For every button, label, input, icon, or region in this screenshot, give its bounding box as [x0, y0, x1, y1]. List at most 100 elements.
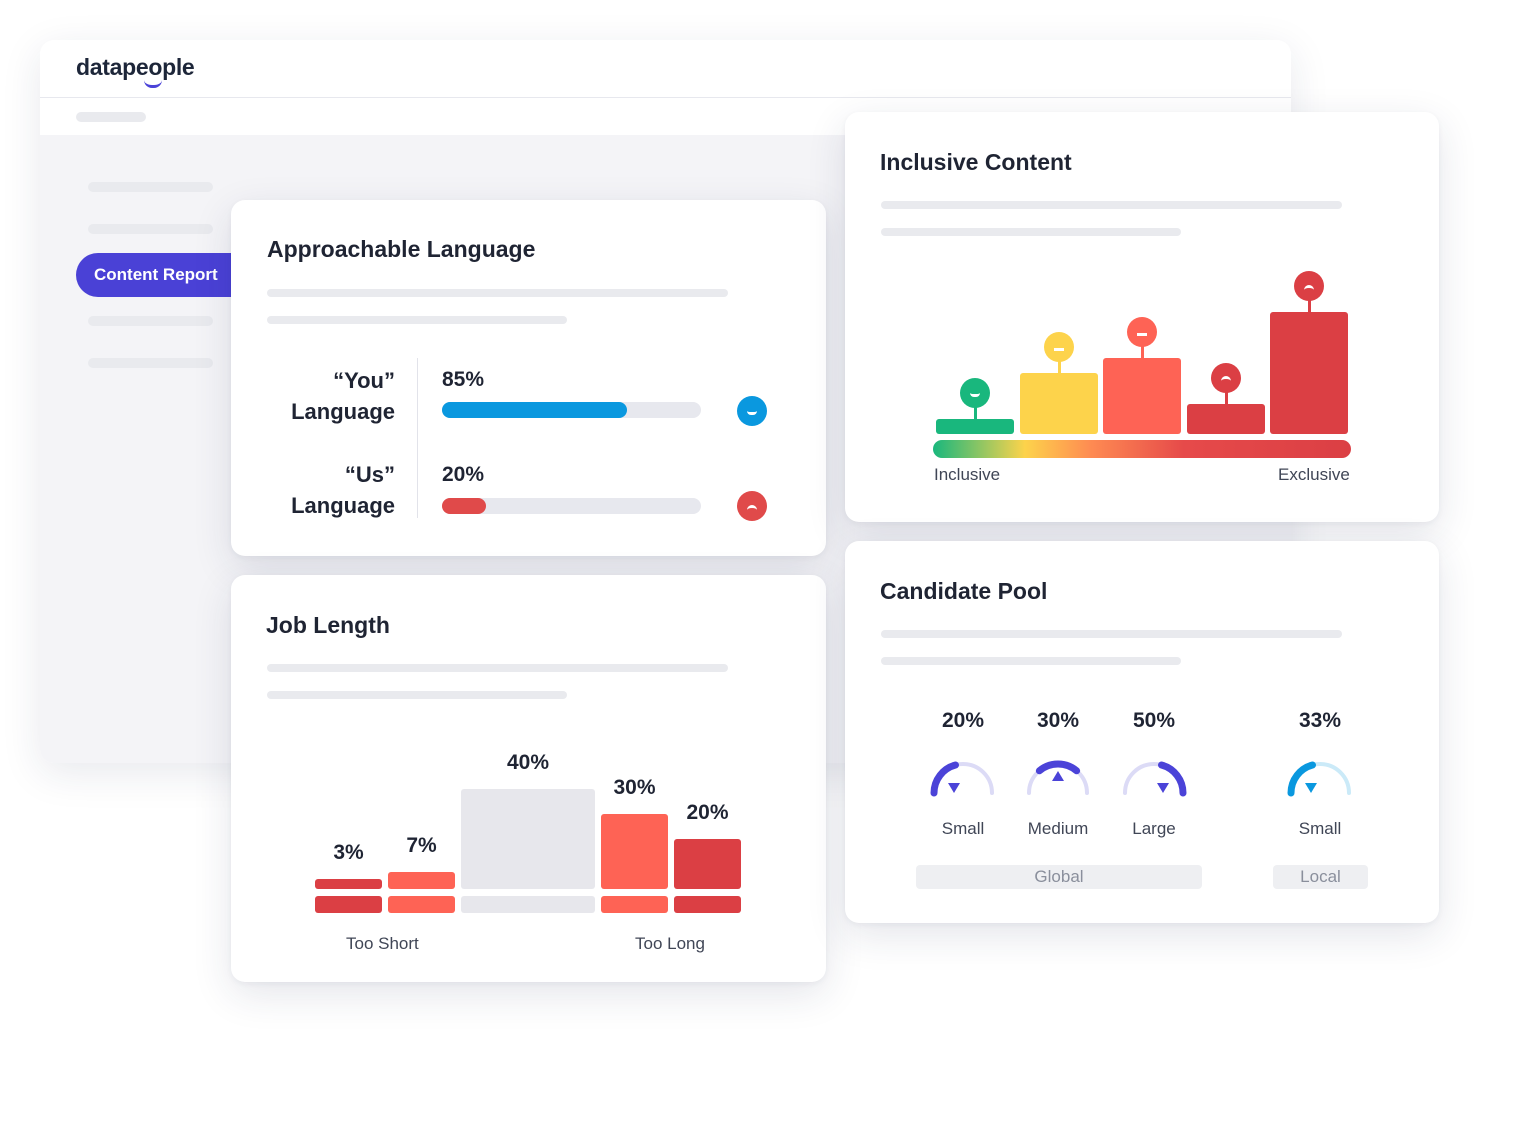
bar: [1103, 358, 1181, 434]
gauge-percent: 30%: [1036, 709, 1080, 732]
label-line: “You”: [333, 368, 395, 393]
text-placeholder: [881, 657, 1181, 665]
bar-data-label: 30%: [613, 776, 656, 799]
bar: [388, 871, 455, 889]
gauge-pointer: [948, 783, 960, 793]
inclusive-chart: [845, 112, 1439, 522]
approachable-language-card: Approachable Language “You” Language 85%…: [231, 200, 826, 556]
card-title: Job Length: [266, 612, 390, 638]
bar-data-label: 20%: [686, 801, 729, 824]
gauge-percent: 50%: [1132, 709, 1176, 732]
job-length-card: Job Length 3% 7% 40% 30% 20% Too Short Too L…: [231, 575, 826, 982]
bar-stem: [1057, 361, 1061, 374]
happy-face-icon: [737, 396, 767, 426]
candidate-pool-card: Candidate Pool 20% 30% 50% 33% Small Med…: [845, 541, 1439, 923]
text-placeholder: [267, 664, 728, 672]
text-placeholder: [881, 201, 1342, 209]
bar-stem: [1307, 300, 1311, 313]
sad-face-icon: [1294, 271, 1324, 302]
bar-data-label: 3%: [333, 841, 364, 864]
gauge-label: Medium: [1027, 819, 1089, 838]
axis-label-too-short: Too Short: [346, 934, 419, 953]
logo-smile-icon: [144, 80, 162, 88]
gauge-pointer: [1157, 783, 1169, 793]
text-placeholder: [267, 691, 567, 699]
bar: [674, 839, 741, 889]
group-chip-local: Local: [1273, 865, 1368, 889]
bar-base: [461, 896, 595, 913]
label-line: Language: [291, 493, 395, 518]
you-language-percent: 85%: [442, 368, 485, 391]
gauge-fill: [1158, 761, 1187, 797]
neutral-face-icon: [1044, 332, 1074, 363]
text-placeholder: [881, 630, 1342, 638]
bar-data-label: 7%: [406, 833, 437, 857]
gauge-fill: [1287, 761, 1316, 797]
bar-data-label: 40%: [506, 751, 550, 774]
nav-item-placeholder[interactable]: [88, 316, 213, 326]
group-chip-global: Global: [916, 865, 1202, 889]
bar: [315, 879, 382, 889]
bar-base: [601, 896, 668, 913]
axis-label-exclusive: Exclusive: [1278, 465, 1350, 484]
text-placeholder: [267, 289, 728, 297]
logo: datapeople: [76, 54, 195, 80]
face-mouth: [1136, 332, 1148, 336]
gauge-small-global-icon: [930, 761, 994, 797]
sad-face-icon: [737, 491, 767, 521]
face-mouth: [746, 504, 758, 510]
you-language-fill: [442, 402, 627, 418]
bar: [1187, 403, 1265, 434]
inclusive-content-card: Inclusive Content Inclusive Exclusive: [845, 112, 1439, 522]
face-mouth: [1053, 347, 1065, 351]
gauge-label: Small: [941, 819, 985, 838]
nav-item-placeholder[interactable]: [88, 182, 213, 192]
nav-item-placeholder[interactable]: [88, 358, 213, 368]
card-title: Inclusive Content: [880, 149, 1072, 175]
gauge-fill: [1035, 760, 1081, 775]
breadcrumb-placeholder: [76, 112, 146, 122]
gauge-medium-global-icon: [1027, 760, 1089, 795]
text-placeholder: [881, 228, 1181, 236]
job-length-chart: 3% 7% 40% 30% 20%: [231, 575, 826, 982]
face-mouth: [969, 393, 981, 397]
you-language-track: [442, 402, 701, 418]
face-mouth: [746, 411, 758, 416]
bar: [1020, 373, 1098, 434]
us-language-track: [442, 498, 701, 514]
neutral-face-icon: [1127, 317, 1157, 347]
card-title: Approachable Language: [267, 236, 536, 262]
gauge-pointer: [1305, 783, 1317, 793]
gauge-percent: 20%: [941, 709, 985, 732]
gauge-pointer: [1052, 771, 1064, 781]
text-placeholder: [267, 316, 567, 324]
gauge-large-global-icon: [1123, 761, 1187, 797]
bar: [601, 814, 668, 889]
sad-face-icon: [1211, 362, 1241, 393]
gauge-percent: 33%: [1298, 709, 1342, 732]
happy-face-icon: [960, 377, 990, 408]
bar-stem: [973, 406, 977, 419]
gauge-small-local-icon: [1287, 761, 1351, 797]
gauge-label: Small: [1298, 819, 1342, 838]
gauge-label: Large: [1132, 819, 1176, 838]
bar-stem: [1224, 391, 1228, 404]
us-language-fill: [442, 498, 486, 514]
gauge-fill: [930, 761, 959, 797]
bar-base: [388, 896, 455, 913]
bar: [461, 789, 595, 889]
face-mouth: [1303, 285, 1315, 290]
nav-item-content-report[interactable]: Content Report: [76, 253, 246, 297]
bar: [936, 418, 1014, 434]
axis-label-inclusive: Inclusive: [934, 465, 1001, 484]
inclusive-gradient-bar: [933, 440, 1351, 458]
face-mouth: [1220, 376, 1232, 381]
us-language-percent: 20%: [442, 463, 485, 486]
app-header: datapeople: [40, 40, 1291, 98]
bar: [1270, 312, 1348, 434]
label-line: Language: [291, 399, 395, 424]
card-title: Candidate Pool: [880, 578, 1048, 604]
nav-item-placeholder[interactable]: [88, 224, 213, 234]
you-language-label: “You” Language: [255, 365, 395, 427]
divider: [417, 358, 418, 518]
